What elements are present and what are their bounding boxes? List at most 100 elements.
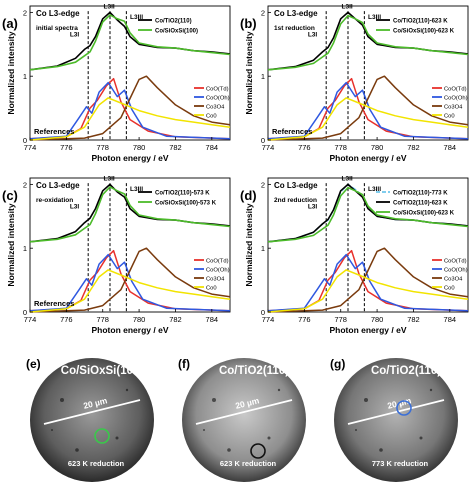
x-tick-label: 780 <box>133 143 146 152</box>
x-tick-label: 784 <box>444 315 457 324</box>
ref-legend-label: CoO(Td) <box>206 259 229 265</box>
chart-subtitle: 1st reduction <box>274 25 315 32</box>
panel-letter: (c) <box>2 188 18 203</box>
particle-speck <box>203 429 205 431</box>
x-tick-label: 776 <box>298 315 311 324</box>
peak-label: L3II <box>341 176 352 183</box>
x-tick-label: 778 <box>334 315 347 324</box>
x-axis-label: Photon energy / eV <box>92 325 169 335</box>
particle-speck <box>75 448 79 452</box>
chart-panel-d: 774 776 778 780 782 784 0 1 2 Photon energy / eV N… <box>240 176 469 335</box>
ref-legend-label: Co0 <box>444 114 455 120</box>
scale-bar <box>347 399 445 425</box>
x-tick-label: 774 <box>24 315 37 324</box>
peak-label: L3I <box>70 204 80 211</box>
y-axis-label: Normalized intensity <box>244 203 254 286</box>
references-label: References <box>34 127 74 136</box>
series-line-ref-2 <box>267 75 469 141</box>
region-marker <box>94 428 110 444</box>
x-tick-label: 782 <box>407 143 420 152</box>
y-tick-label: 1 <box>23 244 27 253</box>
ref-legend-label: CoO(Oh) <box>206 268 230 274</box>
micrograph-image <box>182 358 306 482</box>
x-tick-label: 782 <box>169 143 182 152</box>
plot-frame <box>29 177 231 313</box>
x-tick-label: 784 <box>444 143 457 152</box>
x-tick-label: 780 <box>371 315 384 324</box>
particle-speck <box>364 398 368 402</box>
series-line-ref-1 <box>29 81 231 140</box>
legend-label: Co/SiOxSi(100)-623 K <box>393 29 455 35</box>
x-axis-label: Photon energy / eV <box>330 325 407 335</box>
scale-bar <box>195 399 293 425</box>
chart-title: Co L3-edge <box>274 181 318 190</box>
x-tick-label: 782 <box>407 315 420 324</box>
references-label: References <box>34 299 74 308</box>
series-line-exp-0 <box>29 11 231 71</box>
x-tick-label: 784 <box>206 143 219 152</box>
series-line-ref-3 <box>29 97 231 141</box>
ref-legend-label: CoO(Td) <box>444 259 467 265</box>
legend-label: Co/SiOxSi(100)-623 K <box>393 211 455 217</box>
particle-speck <box>212 398 216 402</box>
ref-legend-label: CoO(Oh) <box>444 268 468 274</box>
x-axis-label: Photon energy / eV <box>92 153 169 163</box>
particle-speck <box>267 436 271 440</box>
x-tick-label: 776 <box>60 315 73 324</box>
series-line-ref-1 <box>267 81 469 140</box>
y-tick-label: 0 <box>261 136 265 145</box>
particle-speck <box>125 388 129 392</box>
series-line-exp-2 <box>267 186 469 243</box>
ref-legend-label: Co3O4 <box>206 277 225 283</box>
y-axis-label: Normalized intensity <box>6 31 16 114</box>
ref-legend-label: CoO(Oh) <box>206 96 230 102</box>
chart-subtitle: re-oxidation <box>36 197 73 204</box>
x-tick-label: 776 <box>60 143 73 152</box>
chart-subtitle: 2nd reduction <box>274 197 317 204</box>
references-label: References <box>272 127 312 136</box>
panel-letter: (d) <box>240 188 257 203</box>
sample-label: Co/TiO2(110) <box>371 365 441 377</box>
series-line-ref-1 <box>29 253 231 312</box>
y-tick-label: 0 <box>261 308 265 317</box>
series-line-ref-1 <box>267 253 469 312</box>
plot-frame <box>29 5 231 141</box>
particle-speck <box>51 429 53 431</box>
x-tick-label: 776 <box>298 143 311 152</box>
y-tick-label: 1 <box>261 72 265 81</box>
series-line-exp-1 <box>29 14 231 71</box>
panel-letter: (b) <box>240 16 257 31</box>
particle-speck <box>227 448 231 452</box>
y-axis-label: Normalized intensity <box>244 31 254 114</box>
region-marker <box>396 400 412 416</box>
ref-legend-label: Co3O4 <box>206 105 225 111</box>
chart-title: Co L3-edge <box>274 9 318 18</box>
legend-label: Co/TiO2(110)-773 K <box>393 191 448 197</box>
chart-title: Co L3-edge <box>36 181 80 190</box>
condition-label: 623 K reduction <box>220 459 277 468</box>
peak-label: L3III <box>368 186 381 193</box>
peak-label: L3III <box>368 14 381 21</box>
y-tick-label: 2 <box>261 8 265 17</box>
series-line-ref-3 <box>29 269 231 313</box>
panel-letter: (e) <box>26 357 41 371</box>
legend-label: Co/TiO2(110) <box>155 19 192 25</box>
panel-letter: (a) <box>2 16 18 31</box>
ref-legend-label: CoO(Td) <box>444 87 467 93</box>
peak-label: L3III <box>130 186 143 193</box>
plot-frame <box>267 5 469 141</box>
ref-legend-label: Co0 <box>206 286 217 292</box>
ref-legend-label: Co0 <box>206 114 217 120</box>
y-tick-label: 0 <box>23 308 27 317</box>
legend-label: Co/SiOxSi(100)-573 K <box>155 201 217 207</box>
y-tick-label: 2 <box>23 180 27 189</box>
series-line-exp-1 <box>267 14 469 71</box>
peak-label: L3I <box>308 32 318 39</box>
x-tick-label: 774 <box>262 143 275 152</box>
plot-frame <box>267 177 469 313</box>
series-line-ref-3 <box>267 97 469 141</box>
micrograph-image <box>334 358 458 482</box>
ref-legend-label: Co0 <box>444 286 455 292</box>
ref-legend-label: Co3O4 <box>444 277 463 283</box>
x-tick-label: 778 <box>96 143 109 152</box>
